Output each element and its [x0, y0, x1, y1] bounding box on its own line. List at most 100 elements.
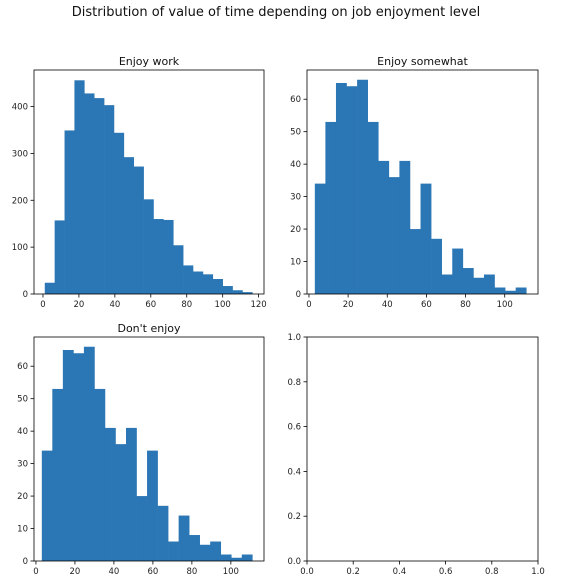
histogram-bar	[241, 554, 253, 561]
y-tick-label: 40	[17, 427, 28, 437]
histogram-bar	[212, 279, 223, 294]
y-tick-label: 20	[17, 492, 28, 502]
histogram-bar	[94, 388, 106, 561]
histogram-bar	[64, 130, 75, 294]
histogram-bar	[452, 248, 464, 294]
y-tick-label: 100	[12, 243, 28, 253]
histogram-bar	[232, 290, 243, 294]
histogram-bar	[210, 541, 222, 561]
y-tick-label: 60	[17, 362, 28, 372]
histogram-bar	[52, 388, 64, 561]
y-tick-label: 0	[296, 290, 301, 300]
x-tick-label: 80	[186, 567, 197, 577]
y-tick-label: 0.4	[287, 467, 301, 477]
x-tick-label: 80	[460, 300, 471, 310]
histogram-bar	[483, 274, 495, 294]
histogram-bar	[178, 515, 190, 561]
histogram-bar	[335, 82, 347, 295]
y-tick-label: 0	[23, 557, 28, 567]
x-tick-label: 20	[74, 300, 85, 310]
histogram-bar	[357, 79, 368, 295]
histogram-bar	[199, 544, 211, 561]
x-tick-label: 60	[147, 567, 158, 577]
histogram-bar	[83, 346, 95, 561]
x-tick-label: 0	[306, 300, 311, 310]
subplot-title: Don't enjoy	[117, 322, 181, 335]
histogram-bar	[189, 535, 200, 561]
histogram-bar	[202, 274, 214, 294]
histogram-bar	[346, 86, 358, 294]
x-tick-label: 0	[33, 567, 38, 577]
x-tick-label: 0	[40, 300, 45, 310]
histogram-bar	[123, 157, 135, 294]
y-tick-label: 50	[290, 128, 301, 138]
histogram-bar	[367, 121, 379, 294]
histogram-bar	[153, 219, 164, 294]
y-tick-label: 400	[12, 103, 28, 113]
y-tick-label: 0.6	[287, 423, 301, 433]
histogram-bar	[505, 290, 516, 294]
histogram-bar	[231, 557, 243, 561]
x-tick-label: 0.0	[300, 567, 314, 577]
y-tick-label: 10	[290, 258, 301, 268]
x-tick-label: 20	[343, 300, 354, 310]
axes-frame	[306, 69, 539, 295]
y-tick-label: 10	[17, 525, 28, 535]
histogram-bar	[136, 496, 148, 561]
histogram-bar	[84, 93, 95, 295]
y-tick-label: 0.8	[287, 378, 301, 388]
histogram-bar	[242, 292, 253, 294]
histogram-bar	[126, 427, 137, 561]
x-tick-label: 20	[70, 567, 81, 577]
histogram-bar	[441, 274, 453, 294]
x-tick-label: 100	[223, 567, 239, 577]
histogram-bar	[409, 229, 421, 294]
subplot-dont-enjoy: Don't enjoy 0 20 40 60 80 100 0 10 20 30 40 50 60	[17, 322, 265, 577]
y-tick-label: 1.0	[287, 333, 301, 343]
histogram-bar	[420, 183, 432, 294]
y-tick-label: 200	[12, 196, 28, 206]
histogram-bar	[314, 183, 326, 294]
histogram-bar	[44, 282, 55, 294]
x-tick-label: 120	[250, 300, 266, 310]
x-tick-label: 0.6	[439, 567, 453, 577]
subplot-title: Enjoy work	[119, 55, 180, 68]
histogram-bar	[54, 220, 65, 294]
histogram-bar	[515, 287, 527, 294]
y-tick-label: 60	[290, 95, 301, 105]
subplot-enjoy-work: Enjoy work 0 20 40 60 80 100 120 0 100 200 300 400	[12, 55, 267, 310]
histogram-bar	[41, 450, 53, 561]
histogram-bar	[104, 427, 116, 561]
y-tick-label: 20	[290, 225, 301, 235]
x-tick-label: 100	[497, 300, 513, 310]
x-tick-label: 40	[382, 300, 393, 310]
histogram-bar	[183, 265, 194, 294]
histogram-bar	[173, 245, 184, 294]
y-tick-label: 0.0	[287, 557, 301, 567]
x-tick-label: 40	[109, 300, 120, 310]
subplot-title: Enjoy somewhat	[377, 55, 468, 68]
histogram-bar	[147, 450, 158, 561]
y-tick-label: 0	[23, 290, 28, 300]
x-tick-label: 40	[109, 567, 120, 577]
histogram-bar	[473, 277, 485, 294]
y-tick-label: 50	[17, 395, 28, 405]
histogram-bar	[220, 554, 232, 561]
histogram-bar	[133, 166, 144, 294]
histogram-bar	[462, 268, 474, 294]
x-tick-label: 100	[215, 300, 231, 310]
histogram-bar	[388, 177, 400, 294]
histogram-bar	[94, 98, 105, 295]
histogram-bar	[193, 271, 204, 294]
y-tick-label: 30	[17, 460, 28, 470]
histogram-bar	[74, 80, 85, 294]
x-tick-label: 0.2	[346, 567, 360, 577]
histogram-bar	[222, 286, 233, 294]
figure-suptitle: Distribution of value of time depending …	[72, 5, 480, 20]
x-tick-label: 1.0	[531, 567, 545, 577]
x-tick-label: 0.4	[393, 567, 407, 577]
histogram-bar	[73, 353, 85, 561]
axes-frame	[33, 69, 265, 295]
